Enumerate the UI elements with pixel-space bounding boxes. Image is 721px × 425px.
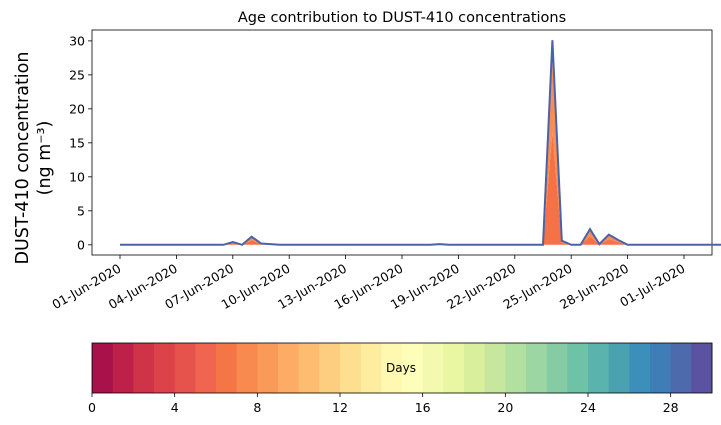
- colorbar-bin: [588, 343, 610, 393]
- colorbar-bin: [174, 343, 196, 393]
- colorbar-bin: [92, 343, 114, 393]
- colorbar-tick-label: 8: [253, 400, 261, 415]
- colorbar-bin: [546, 343, 568, 393]
- age-layer-area-2: [120, 40, 721, 245]
- colorbar-bin: [526, 343, 548, 393]
- colorbar-bin: [236, 343, 258, 393]
- colorbar-bin: [402, 343, 424, 393]
- colorbar-bin: [278, 343, 300, 393]
- y-tick-label: 0: [77, 237, 85, 252]
- age-layer-area-1: [120, 60, 721, 245]
- colorbar-bin: [670, 343, 692, 393]
- y-tick-label: 25: [69, 67, 85, 82]
- colorbar-bin: [443, 343, 465, 393]
- y-tick-label: 30: [69, 33, 85, 48]
- colorbar-bin: [112, 343, 134, 393]
- colorbar-tick-label: 12: [332, 400, 348, 415]
- colorbar-bin: [484, 343, 506, 393]
- colorbar: 0 4 8 12 16 20 24 28: [88, 342, 713, 415]
- colorbar-bin: [133, 343, 155, 393]
- colorbar-bin: [608, 343, 630, 393]
- colorbar-bin: [216, 343, 238, 393]
- colorbar-bin: [567, 343, 589, 393]
- colorbar-bin: [360, 343, 382, 393]
- y-tick-label: 20: [69, 101, 85, 116]
- y-axis-label: DUST-410 concentration (ng m⁻³): [13, 52, 55, 265]
- y-tick-label: 15: [69, 135, 85, 150]
- colorbar-tick-label: 4: [171, 400, 179, 415]
- colorbar-label: Days: [386, 361, 416, 375]
- colorbar-bin: [257, 343, 279, 393]
- colorbar-bin: [381, 343, 403, 393]
- colorbar-tick-label: 28: [663, 400, 679, 415]
- colorbar-bin: [691, 343, 713, 393]
- colorbar-bin: [505, 343, 527, 393]
- chart-title: Age contribution to DUST-410 concentrati…: [238, 10, 566, 26]
- colorbar-bin: [340, 343, 362, 393]
- colorbar-tick-label: 24: [580, 400, 596, 415]
- y-axis-label-line1: DUST-410 concentration: [13, 52, 33, 265]
- plot-area: 05101520253001-Jun-202004-Jun-202007-Jun…: [49, 29, 721, 312]
- colorbar-bin: [298, 343, 320, 393]
- colorbar-frame: [91, 342, 713, 394]
- y-axis-label-line2: (ng m⁻³): [35, 121, 55, 196]
- colorbar-bin: [319, 343, 341, 393]
- y-tick-label: 10: [69, 169, 85, 184]
- plot-frame: [91, 29, 713, 256]
- y-tick-label: 5: [77, 203, 85, 218]
- colorbar-bin: [464, 343, 486, 393]
- age-layer-area-0: [120, 132, 721, 245]
- colorbar-tick-label: 0: [88, 400, 96, 415]
- colorbar-tick-label: 16: [415, 400, 431, 415]
- total-concentration-line: [120, 40, 721, 246]
- colorbar-bin: [422, 343, 444, 393]
- colorbar-bin: [195, 343, 217, 393]
- colorbar-bin: [650, 343, 672, 393]
- colorbar-bin: [629, 343, 651, 393]
- colorbar-tick-label: 20: [497, 400, 513, 415]
- colorbar-bin: [154, 343, 176, 393]
